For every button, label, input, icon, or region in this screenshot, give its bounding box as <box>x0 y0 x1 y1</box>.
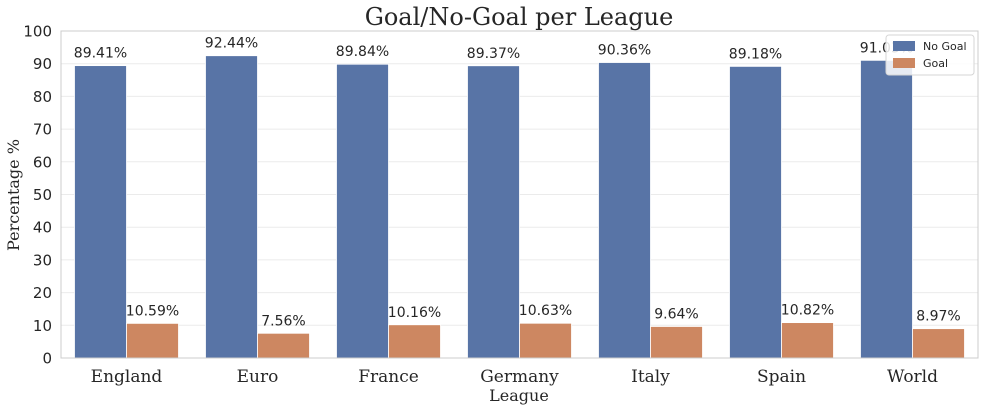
chart-title: Goal/No-Goal per League <box>365 3 674 31</box>
data-label-no-goal-italy: 90.36% <box>598 43 651 59</box>
bar-goal-world <box>912 328 965 359</box>
y-tick-10: 10 <box>33 317 52 335</box>
y-tick-100: 100 <box>23 23 52 41</box>
y-tick-40: 40 <box>33 219 52 237</box>
x-tick-world: World <box>887 367 938 387</box>
x-tick-england: England <box>91 367 163 387</box>
bar-no-goal-spain <box>729 65 782 359</box>
legend: No Goal Goal <box>885 34 975 76</box>
bar-no-goal-germany <box>467 65 520 359</box>
data-label-goal-spain: 10.82% <box>781 303 834 319</box>
data-label-goal-france: 10.16% <box>388 305 441 321</box>
y-tick-90: 90 <box>33 55 52 73</box>
legend-swatch-goal <box>893 58 915 68</box>
y-tick-50: 50 <box>33 186 52 204</box>
data-label-goal-world: 8.97% <box>916 309 960 325</box>
bar-goal-germany <box>519 322 572 359</box>
y-tick-80: 80 <box>33 88 52 106</box>
data-label-goal-england: 10.59% <box>126 303 179 319</box>
data-label-no-goal-germany: 89.37% <box>467 46 520 62</box>
bar-no-goal-italy <box>598 62 651 359</box>
y-tick-70: 70 <box>33 121 52 139</box>
x-axis-ticks: England Euro France Germany Italy Spain World <box>91 367 938 387</box>
data-label-no-goal-france: 89.84% <box>336 44 389 60</box>
x-tick-germany: Germany <box>480 367 559 387</box>
plot-frame <box>60 30 979 359</box>
legend-label-no-goal: No Goal <box>923 40 967 53</box>
y-tick-30: 30 <box>33 251 52 269</box>
legend-label-goal: Goal <box>923 57 948 70</box>
data-label-no-goal-spain: 89.18% <box>729 46 782 62</box>
data-label-goal-euro: 7.56% <box>261 313 305 329</box>
bar-goal-spain <box>781 322 834 359</box>
x-axis-label: League <box>489 386 549 405</box>
y-tick-20: 20 <box>33 284 52 302</box>
data-label-no-goal-euro: 92.44% <box>205 36 258 52</box>
bar-no-goal-world <box>860 59 913 359</box>
bar-goal-france <box>388 324 441 359</box>
bar-no-goal-england <box>74 65 127 359</box>
bars <box>74 55 965 359</box>
data-label-goal-italy: 9.64% <box>654 306 698 322</box>
x-tick-italy: Italy <box>631 367 670 387</box>
x-tick-france: France <box>358 367 419 387</box>
y-tick-0: 0 <box>42 350 52 368</box>
x-tick-spain: Spain <box>757 367 806 387</box>
bar-no-goal-france <box>336 63 389 359</box>
bar-goal-euro <box>257 332 310 359</box>
y-tick-60: 60 <box>33 153 52 171</box>
legend-swatch-no-goal <box>893 41 915 51</box>
bar-no-goal-euro <box>205 55 258 359</box>
data-label-no-goal-england: 89.41% <box>74 46 127 62</box>
bar-goal-england <box>126 322 179 359</box>
y-axis-ticks: 0 10 20 30 40 50 60 70 80 90 100 <box>23 23 52 368</box>
data-label-goal-germany: 10.63% <box>519 303 572 319</box>
y-axis-label: Percentage % <box>4 139 23 251</box>
x-tick-euro: Euro <box>237 367 279 387</box>
bar-goal-italy <box>650 326 703 359</box>
